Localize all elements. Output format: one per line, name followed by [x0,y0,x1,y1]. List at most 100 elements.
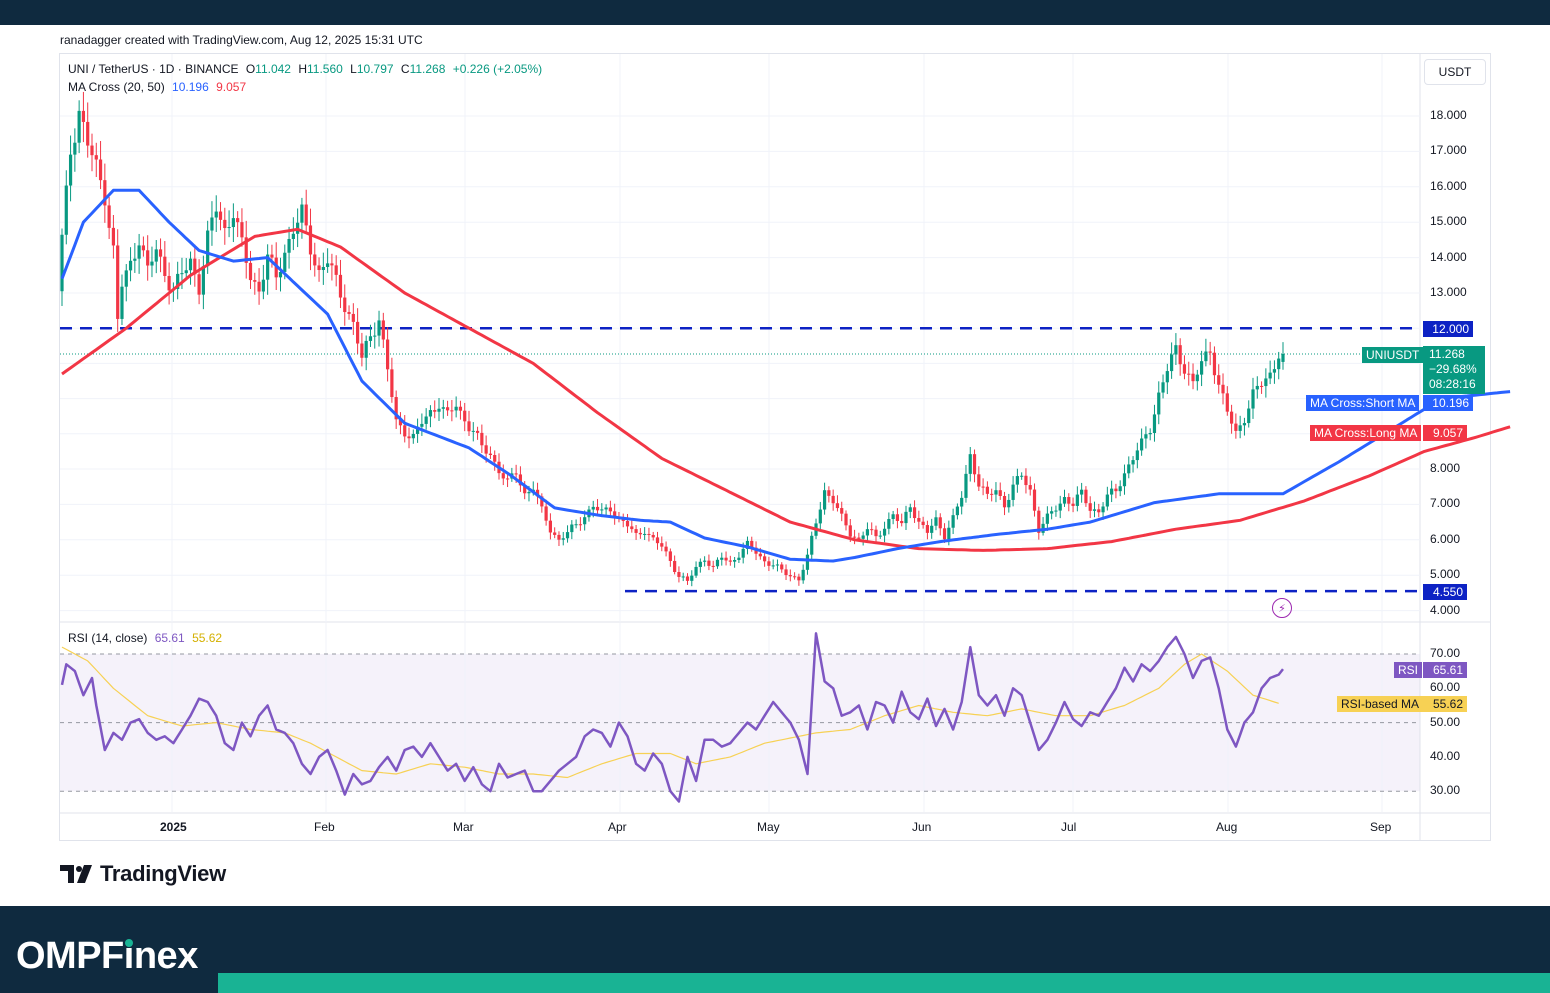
price-tick-label: 7.000 [1430,496,1461,511]
candle-body [741,548,745,558]
candle-body [445,407,450,411]
rsi-line [60,632,1284,803]
candle-body [1054,510,1058,512]
price-tick-label: 6.000 [1430,531,1461,546]
candle-body [608,507,612,512]
candle-body [677,572,681,577]
time-tick-label: Sep [1370,820,1392,834]
candle-body [133,258,137,261]
candle-body [98,159,103,181]
candle-body [1229,411,1234,424]
candle-body [934,517,938,526]
candle-body [643,533,647,535]
candle-body [818,509,822,524]
candle-body [1161,382,1165,393]
ma-short-value-tag: 10.196 [1423,395,1473,411]
legend-symbol: UNI / TetherUS · 1D · BINANCE [68,62,239,76]
candle-body [784,569,788,576]
candle-body [831,495,835,504]
candle-body [810,535,814,555]
candle-body [218,211,223,220]
candle-body [403,425,407,437]
candle-body [300,204,304,223]
footer-accent-strip [218,973,1550,993]
candle-body [1075,494,1079,506]
price-tick-label: 16.000 [1430,178,1467,193]
candle-body [1122,473,1127,487]
candle-body [1242,423,1247,426]
candle-body [660,543,664,547]
candle-body [707,560,711,566]
rsi-value-tag: 65.61 [1423,662,1467,678]
candle-body [1178,345,1182,365]
price-tick-label: 13.000 [1430,285,1467,299]
candle-body [595,506,600,511]
candle-body [437,408,441,412]
candle-body [201,266,205,295]
candle-body [891,514,895,520]
candle-body [248,262,253,281]
candle-body [283,252,287,272]
candle-body [1165,371,1169,383]
candle-body [874,529,878,537]
price-tick-label: 18.000 [1430,108,1467,122]
candle-body [1212,352,1217,376]
candle-body [1050,511,1054,514]
candle-body [1251,389,1255,409]
candle-body [493,455,497,462]
candle-body [180,273,184,275]
candle-body [261,279,265,292]
candle-body [77,110,81,143]
candle-body [176,273,180,290]
rsi-tick-label: 30.00 [1430,783,1461,798]
candle-body [514,473,518,475]
rsi-legend-name: RSI (14, close) [68,631,148,645]
candle-body [1067,497,1071,504]
price-tick-label: 8.000 [1430,461,1461,475]
candle-body [1157,392,1161,415]
candle-body [1037,510,1041,533]
candle-body [116,245,120,319]
candle-body [1152,414,1157,433]
candle-body [351,313,355,322]
change-percent: −29.68% [1429,362,1477,376]
ma-long-line [61,227,1511,552]
candle-body [793,576,797,578]
candle-body [694,566,698,576]
lightning-icon[interactable]: ⚡ [1272,598,1292,618]
candle-body [557,534,561,540]
candle-body [334,265,338,275]
candle-body [1007,499,1011,508]
candle-body [1084,489,1088,504]
candle-body [86,121,90,146]
candle-body [381,320,385,340]
candle-body [685,576,690,581]
ma-long-value-tag: 9.057 [1423,425,1467,441]
candle-body [368,336,373,341]
candle-body [1131,460,1135,465]
candle-body [270,254,274,258]
time-tick-label: Apr [608,820,627,834]
candle-body [278,271,283,278]
candle-body [720,557,724,560]
candle-body [1028,485,1032,490]
candle-body [1024,475,1028,486]
candle-body [420,423,424,427]
candle-body [266,254,270,280]
candle-body [613,511,617,518]
candle-body [1217,375,1221,385]
candle-body [244,237,248,263]
last-price-tag: 11.268 −29.68% 08:28:16 [1423,346,1485,394]
candle-body [728,560,732,562]
candle-body [390,369,394,398]
price-legend: UNI / TetherUS · 1D · BINANCE O11.042 H1… [68,62,546,76]
currency-button[interactable]: USDT [1424,59,1486,85]
candle-body [1195,374,1199,382]
candle-body [1238,425,1242,431]
candle-body [386,339,390,370]
rsi-tick-label: 70.00 [1430,646,1461,660]
candle-body [1204,351,1208,362]
candle-body [535,489,540,497]
candle-body [1140,438,1144,451]
